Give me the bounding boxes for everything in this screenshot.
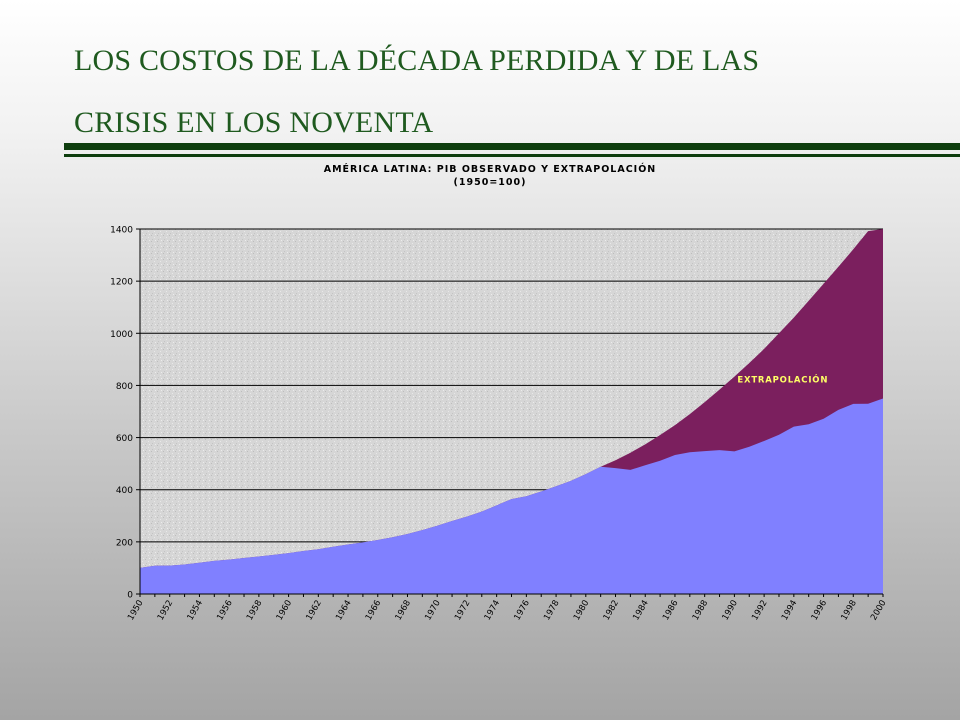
x-tick-label: 1998 <box>839 599 858 623</box>
y-tick-label: 800 <box>116 382 133 392</box>
title-rule-thick <box>64 143 960 150</box>
x-tick-label: 2000 <box>869 599 888 623</box>
x-tick-label: 1996 <box>810 599 829 623</box>
x-tick-label: 1962 <box>304 599 323 623</box>
x-tick-label: 1952 <box>156 599 175 623</box>
y-tick-label: 200 <box>116 538 133 548</box>
x-tick-label: 1984 <box>631 599 650 623</box>
x-tick-label: 1974 <box>483 599 502 623</box>
x-tick-label: 1966 <box>364 599 383 623</box>
x-tick-label: 1954 <box>186 599 205 623</box>
series-area-observed <box>140 398 883 594</box>
y-tick-label: 1000 <box>110 330 133 340</box>
x-tick-label: 1986 <box>661 599 680 623</box>
chart-title: AMÉRICA LATINA: PIB OBSERVADO Y EXTRAPOL… <box>323 164 657 175</box>
x-tick-label: 1990 <box>721 599 740 623</box>
x-tick-label: 1972 <box>453 599 472 623</box>
x-tick-label: 1978 <box>542 599 561 623</box>
x-tick-label: 1992 <box>750 599 769 623</box>
x-tick-label: 1958 <box>245 599 264 623</box>
x-tick-label: 1982 <box>602 599 621 623</box>
x-tick-label: 1960 <box>275 599 294 623</box>
x-tick-label: 1968 <box>394 599 413 623</box>
x-tick-label: 1950 <box>126 599 145 623</box>
title-rule-thin <box>64 154 960 157</box>
x-tick-label: 1988 <box>691 599 710 623</box>
x-tick-label: 1994 <box>780 599 799 623</box>
annotation-extrapolation: EXTRAPOLACIÓN <box>737 373 828 385</box>
x-tick-label: 1970 <box>423 599 442 623</box>
x-tick-label: 1976 <box>512 599 531 623</box>
x-tick-label: 1980 <box>572 599 591 623</box>
y-tick-label: 600 <box>116 434 133 444</box>
chart-title-block: AMÉRICA LATINA: PIB OBSERVADO Y EXTRAPOL… <box>250 163 730 189</box>
x-tick-label: 1964 <box>334 599 353 623</box>
slide-title-line-2: CRISIS EN LOS NOVENTA <box>74 106 434 139</box>
x-tick-label: 1956 <box>215 599 234 623</box>
y-tick-label: 1200 <box>110 278 133 288</box>
chart-subtitle: (1950=100) <box>453 177 527 188</box>
y-tick-label: 400 <box>116 486 133 496</box>
slide-title: LOS COSTOS DE LA DÉCADA PERDIDA Y DE LAS… <box>74 30 914 154</box>
slide-title-line-1: LOS COSTOS DE LA DÉCADA PERDIDA Y DE LAS <box>74 44 760 77</box>
y-tick-label: 1400 <box>110 226 133 236</box>
y-tick-label: 0 <box>127 591 133 601</box>
